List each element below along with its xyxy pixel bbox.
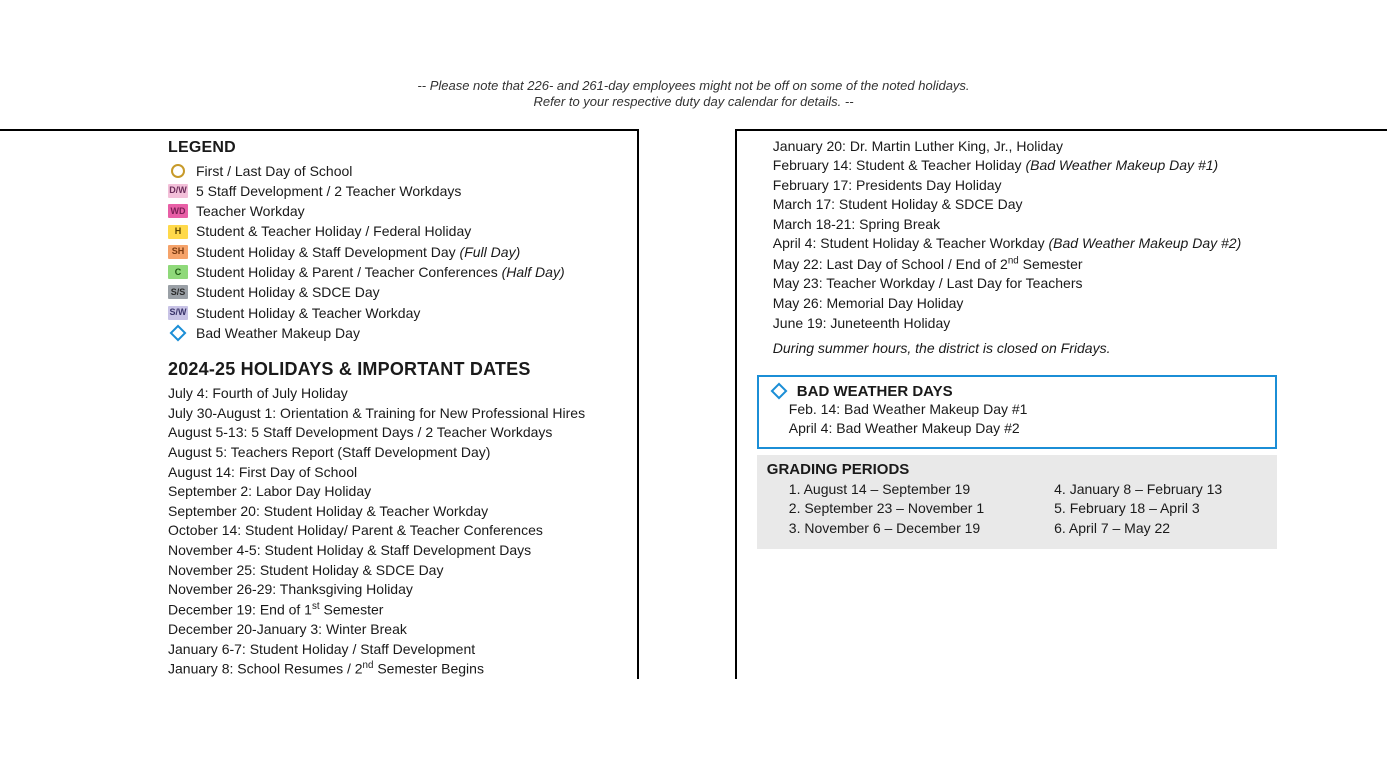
holiday-line: December 20-January 3: Winter Break: [168, 620, 617, 640]
legend-item: D/W 5 Staff Development / 2 Teacher Workd…: [168, 181, 617, 201]
holiday-line: January 6-7: Student Holiday / Staff Dev…: [168, 640, 617, 660]
holiday-line: August 5-13: 5 Staff Development Days / …: [168, 423, 617, 443]
holiday-line: March 17: Student Holiday & SDCE Day: [757, 195, 1277, 215]
right-column: January 20: Dr. Martin Luther King, Jr.,…: [735, 129, 1387, 680]
legend-item: SH Student Holiday & Staff Development Da…: [168, 242, 617, 262]
grading-columns: 1. August 14 – September 192. September …: [767, 480, 1267, 539]
grading-line: 1. August 14 – September 19: [789, 480, 984, 500]
holiday-line: July 30-August 1: Orientation & Training…: [168, 404, 617, 424]
grading-line: 5. February 18 – April 3: [1054, 499, 1222, 519]
holidays-right-list: January 20: Dr. Martin Luther King, Jr.,…: [757, 137, 1277, 334]
holiday-line: August 5: Teachers Report (Staff Develop…: [168, 443, 617, 463]
holiday-line: October 14: Student Holiday/ Parent & Te…: [168, 521, 617, 541]
circle-icon: [171, 164, 185, 178]
legend-swatch: C: [168, 265, 188, 279]
holidays-title: 2024-25 HOLIDAYS & IMPORTANT DATES: [168, 359, 617, 380]
holiday-suffix: (Bad Weather Makeup Day #2): [1049, 235, 1242, 251]
legend-item: H Student & Teacher Holiday / Federal Hol…: [168, 221, 617, 241]
legend-swatch: WD: [168, 204, 188, 218]
legend-label: Teacher Workday: [196, 201, 305, 221]
holiday-line: June 19: Juneteenth Holiday: [757, 314, 1277, 334]
legend-list: First / Last Day of School D/W 5 Staff Dev…: [168, 161, 617, 344]
holiday-line: January 8: School Resumes / 2nd Semester…: [168, 659, 617, 679]
legend-suffix: (Full Day): [456, 244, 521, 260]
grading-line: 4. January 8 – February 13: [1054, 480, 1222, 500]
bad-weather-lines: Feb. 14: Bad Weather Makeup Day #1April …: [769, 400, 1265, 439]
holidays-left-list: July 4: Fourth of July HolidayJuly 30-Au…: [168, 384, 617, 679]
holiday-line: May 23: Teacher Workday / Last Day for T…: [757, 274, 1277, 294]
legend-label: Bad Weather Makeup Day: [196, 323, 360, 343]
summer-note: During summer hours, the district is clo…: [757, 339, 1277, 359]
note-line-2: Refer to your respective duty day calend…: [0, 94, 1387, 110]
grading-title: GRADING PERIODS: [767, 461, 1267, 478]
holiday-line: November 26-29: Thanksgiving Holiday: [168, 580, 617, 600]
holiday-line: May 26: Memorial Day Holiday: [757, 294, 1277, 314]
bad-weather-line: Feb. 14: Bad Weather Makeup Day #1: [769, 400, 1265, 420]
holiday-line: August 14: First Day of School: [168, 463, 617, 483]
legend-swatch: S/W: [168, 306, 188, 320]
legend-label: Student Holiday & Staff Development Day …: [196, 242, 520, 262]
left-column: LEGEND First / Last Day of School D/W 5 St…: [0, 129, 639, 680]
grading-line: 2. September 23 – November 1: [789, 499, 984, 519]
legend-title: LEGEND: [168, 139, 617, 157]
holiday-line: September 2: Labor Day Holiday: [168, 482, 617, 502]
main-columns: LEGEND First / Last Day of School D/W 5 St…: [0, 129, 1387, 680]
holiday-line: November 25: Student Holiday & SDCE Day: [168, 561, 617, 581]
holiday-line: July 4: Fourth of July Holiday: [168, 384, 617, 404]
legend-item: First / Last Day of School: [168, 161, 617, 181]
holiday-line: September 20: Student Holiday & Teacher …: [168, 502, 617, 522]
legend-label: Student & Teacher Holiday / Federal Holi…: [196, 221, 471, 241]
grading-line: 6. April 7 – May 22: [1054, 519, 1222, 539]
legend-swatch: S/S: [168, 285, 188, 299]
legend-label: First / Last Day of School: [196, 161, 352, 181]
bad-weather-line: April 4: Bad Weather Makeup Day #2: [769, 419, 1265, 439]
bad-weather-box: BAD WEATHER DAYS Feb. 14: Bad Weather Ma…: [757, 375, 1277, 449]
legend-item: S/W Student Holiday & Teacher Workday: [168, 303, 617, 323]
diamond-icon: [170, 325, 187, 342]
grading-box: GRADING PERIODS 1. August 14 – September…: [757, 455, 1277, 549]
grading-left: 1. August 14 – September 192. September …: [789, 480, 984, 539]
legend-item: C Student Holiday & Parent / Teacher Conf…: [168, 262, 617, 282]
holiday-line: May 22: Last Day of School / End of 2nd …: [757, 254, 1277, 274]
holiday-line: March 18-21: Spring Break: [757, 215, 1277, 235]
holiday-suffix: (Bad Weather Makeup Day #1): [1025, 157, 1218, 173]
diamond-icon: [770, 383, 787, 400]
holiday-line: November 4-5: Student Holiday & Staff De…: [168, 541, 617, 561]
bad-weather-title: BAD WEATHER DAYS: [797, 383, 953, 400]
holiday-line: December 19: End of 1st Semester: [168, 600, 617, 620]
legend-item: WD Teacher Workday: [168, 201, 617, 221]
legend-label: Student Holiday & SDCE Day: [196, 282, 380, 302]
legend-swatch: D/W: [168, 184, 188, 198]
legend-label: Student Holiday & Parent / Teacher Confe…: [196, 262, 565, 282]
grading-line: 3. November 6 – December 19: [789, 519, 984, 539]
note-line-1: -- Please note that 226- and 261-day emp…: [0, 78, 1387, 94]
holiday-line: January 20: Dr. Martin Luther King, Jr.,…: [757, 137, 1277, 157]
legend-item: Bad Weather Makeup Day: [168, 323, 617, 343]
employee-note: -- Please note that 226- and 261-day emp…: [0, 78, 1387, 111]
holiday-line: February 17: Presidents Day Holiday: [757, 176, 1277, 196]
grading-right: 4. January 8 – February 135. February 18…: [1054, 480, 1222, 539]
legend-label: 5 Staff Development / 2 Teacher Workdays: [196, 181, 461, 201]
legend-suffix: (Half Day): [498, 264, 565, 280]
holiday-line: February 14: Student & Teacher Holiday (…: [757, 156, 1277, 176]
holiday-line: April 4: Student Holiday & Teacher Workd…: [757, 234, 1277, 254]
legend-swatch: SH: [168, 245, 188, 259]
legend-swatch: H: [168, 225, 188, 239]
bad-weather-header: BAD WEATHER DAYS: [769, 383, 1265, 400]
legend-label: Student Holiday & Teacher Workday: [196, 303, 420, 323]
legend-item: S/S Student Holiday & SDCE Day: [168, 282, 617, 302]
